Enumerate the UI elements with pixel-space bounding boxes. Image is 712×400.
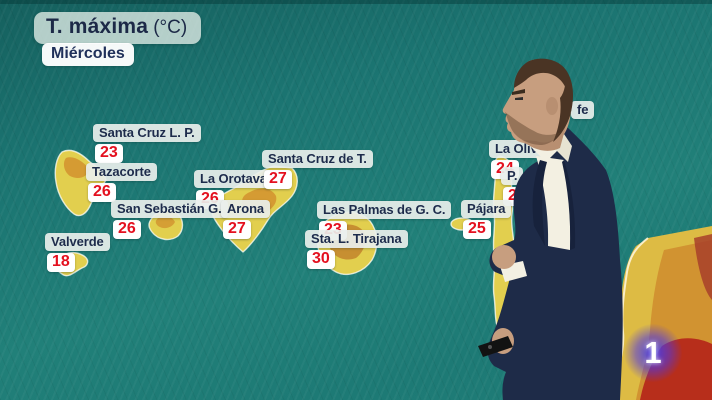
map-title-unit: (°C) <box>153 17 188 38</box>
city-name-label: Santa Cruz L. P. <box>93 124 201 142</box>
presenter-hair <box>514 58 574 112</box>
city-name-label: Valverde <box>45 233 110 251</box>
city-temp-badge: 30 <box>307 250 335 269</box>
city-name-label: San Sebastián G. <box>111 200 228 218</box>
city-label: San Sebastián G. 26 <box>111 200 228 239</box>
channel-logo-digit: 1 <box>644 335 662 370</box>
map-title: T. máxima (°C) <box>34 12 202 44</box>
city-temp-badge: 27 <box>264 170 292 189</box>
city-label: Santa Cruz L. P. 23 <box>93 124 201 163</box>
city-name-label: fe <box>571 101 595 119</box>
city-temp-badge: 26 <box>113 220 141 239</box>
city-label: Pájara 25 <box>461 200 512 239</box>
city-name-label: Arona <box>221 200 271 218</box>
day-label: Miércoles <box>42 43 134 66</box>
city-name-label: Las Palmas de G. C. <box>317 201 452 219</box>
map-title-text: T. máxima <box>46 15 149 38</box>
presenter-suit <box>487 126 623 400</box>
city-name-label: P. <box>501 167 524 185</box>
city-label: Tazacorte 26 <box>86 163 157 202</box>
city-label: fe <box>571 101 595 119</box>
city-label: Valverde 18 <box>45 233 110 272</box>
header: T. máxima (°C) Miércoles <box>34 12 202 66</box>
city-name-label: Pájara <box>461 200 512 218</box>
city-name-label: Tazacorte <box>86 163 157 181</box>
city-label: Santa Cruz de T. 27 <box>262 150 373 189</box>
presenter-clicker <box>478 336 513 357</box>
city-temp-badge: 18 <box>47 253 75 272</box>
city-name-label: Santa Cruz de T. <box>262 150 373 168</box>
city-temp-badge: 23 <box>95 144 123 163</box>
city-temp-badge: 27 <box>223 220 251 239</box>
city-temp-badge: 25 <box>463 220 491 239</box>
city-label: Arona 27 <box>221 200 271 239</box>
city-name-label: La Orotava <box>194 170 273 188</box>
presenter-shirt <box>536 156 571 250</box>
city-temp-badge: 26 <box>88 183 116 202</box>
city-name-label: Sta. L. Tirajana <box>305 230 408 248</box>
city-label: Sta. L. Tirajana 30 <box>305 230 408 269</box>
channel-logo-la1: 1 <box>624 324 682 382</box>
